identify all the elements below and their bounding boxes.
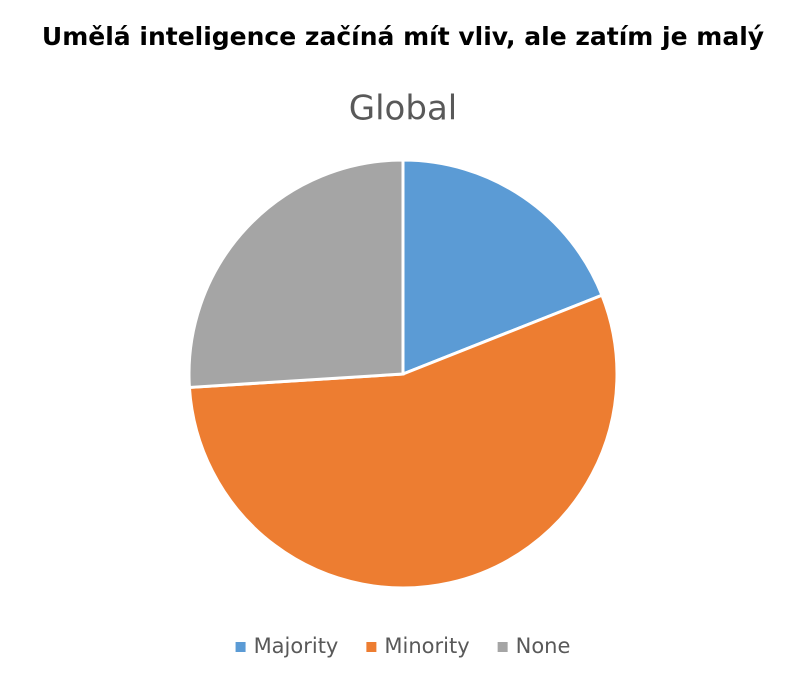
legend-label: None [516,634,571,658]
legend-label: Majority [254,634,339,658]
legend-swatch [497,642,508,652]
pie-slice [187,158,405,390]
chart-subtitle: Global [349,89,457,129]
legend-label: Minority [384,634,469,658]
chart-title: Umělá inteligence začíná mít vliv, ale z… [42,22,764,51]
legend-swatch [366,642,377,652]
pie-slice [187,293,619,590]
legend-swatch [235,642,246,652]
pie-slice [401,158,604,377]
